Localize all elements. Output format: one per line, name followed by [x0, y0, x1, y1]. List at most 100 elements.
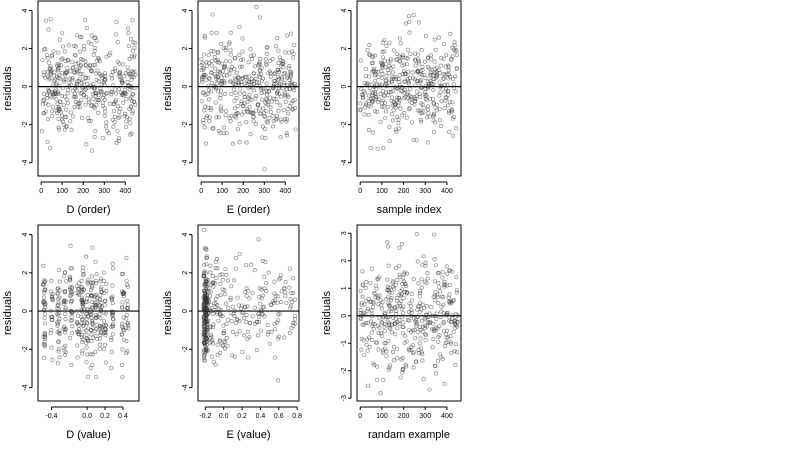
data-point — [70, 318, 75, 323]
data-point — [394, 309, 399, 314]
data-point — [259, 91, 264, 96]
data-point — [124, 278, 129, 283]
data-point — [438, 90, 443, 95]
data-point — [268, 74, 274, 79]
data-point — [68, 243, 73, 248]
x-tick-label: 0 — [358, 413, 362, 420]
data-point — [436, 35, 441, 40]
data-point — [422, 332, 428, 337]
data-point — [360, 95, 366, 100]
data-point — [399, 85, 405, 90]
data-point — [209, 63, 214, 68]
data-point — [387, 71, 392, 76]
data-point — [105, 90, 110, 95]
data-point — [386, 309, 391, 314]
data-point — [413, 336, 418, 341]
data-point — [97, 296, 102, 301]
data-point — [109, 92, 114, 97]
data-point — [438, 309, 444, 314]
data-point — [230, 353, 235, 358]
data-point — [261, 304, 267, 309]
data-point — [452, 86, 457, 91]
data-point — [79, 287, 84, 292]
y-tick-label: 0 — [22, 309, 29, 313]
data-point — [56, 340, 61, 345]
data-point — [254, 348, 260, 353]
data-point — [215, 51, 221, 56]
data-point — [358, 308, 363, 313]
data-point — [283, 279, 288, 284]
data-point — [388, 326, 393, 331]
data-point — [416, 52, 421, 57]
data-point — [100, 100, 105, 105]
data-point — [240, 349, 245, 354]
data-point — [216, 306, 222, 312]
x-tick-label: 300 — [98, 188, 110, 195]
data-point — [112, 114, 117, 120]
data-point — [204, 306, 209, 311]
data-point — [275, 378, 281, 383]
data-point — [124, 351, 129, 356]
data-point — [263, 61, 269, 66]
data-point — [366, 112, 371, 117]
data-point — [263, 126, 268, 132]
data-point — [41, 295, 46, 300]
data-point — [227, 40, 232, 45]
data-point — [401, 320, 406, 325]
data-point — [57, 76, 63, 81]
data-point — [43, 312, 48, 317]
data-point — [93, 85, 98, 90]
data-point — [108, 50, 113, 56]
data-point — [118, 74, 123, 79]
data-point — [70, 331, 75, 336]
data-point — [222, 339, 227, 344]
data-point — [103, 327, 108, 332]
data-point — [381, 55, 386, 60]
data-point — [293, 105, 298, 110]
data-point — [422, 316, 427, 321]
data-point — [76, 323, 81, 328]
data-point — [203, 271, 208, 276]
data-point — [210, 126, 215, 131]
data-point — [218, 107, 223, 112]
data-point — [57, 288, 62, 293]
data-point — [132, 53, 137, 58]
data-point — [215, 88, 221, 94]
data-point — [257, 74, 262, 80]
data-point — [41, 263, 46, 268]
data-point — [382, 329, 387, 334]
x-tick-label: 400 — [119, 188, 131, 195]
data-point — [203, 336, 208, 342]
data-point — [202, 227, 207, 232]
data-point — [377, 84, 382, 89]
data-point — [123, 87, 128, 92]
data-point — [276, 294, 281, 299]
data-point — [373, 70, 379, 75]
data-point — [213, 281, 218, 286]
data-point — [417, 341, 422, 346]
data-point — [239, 303, 244, 308]
data-point — [387, 304, 392, 309]
data-point — [417, 95, 423, 100]
data-point — [89, 33, 94, 38]
data-point — [264, 281, 269, 286]
data-point — [208, 89, 214, 94]
data-point — [384, 73, 389, 79]
data-point — [368, 104, 373, 109]
data-point — [55, 313, 60, 318]
data-point — [200, 79, 205, 85]
data-point — [366, 93, 371, 98]
data-point — [260, 258, 265, 264]
data-point — [202, 125, 207, 130]
data-point — [368, 280, 373, 285]
data-point — [202, 320, 207, 325]
data-point — [98, 333, 103, 338]
data-point — [438, 118, 443, 123]
data-point — [46, 60, 51, 65]
data-point — [414, 232, 419, 237]
data-point — [123, 70, 128, 75]
data-point — [56, 300, 61, 305]
data-point — [365, 348, 370, 353]
data-point — [390, 280, 395, 285]
data-point — [387, 124, 392, 129]
